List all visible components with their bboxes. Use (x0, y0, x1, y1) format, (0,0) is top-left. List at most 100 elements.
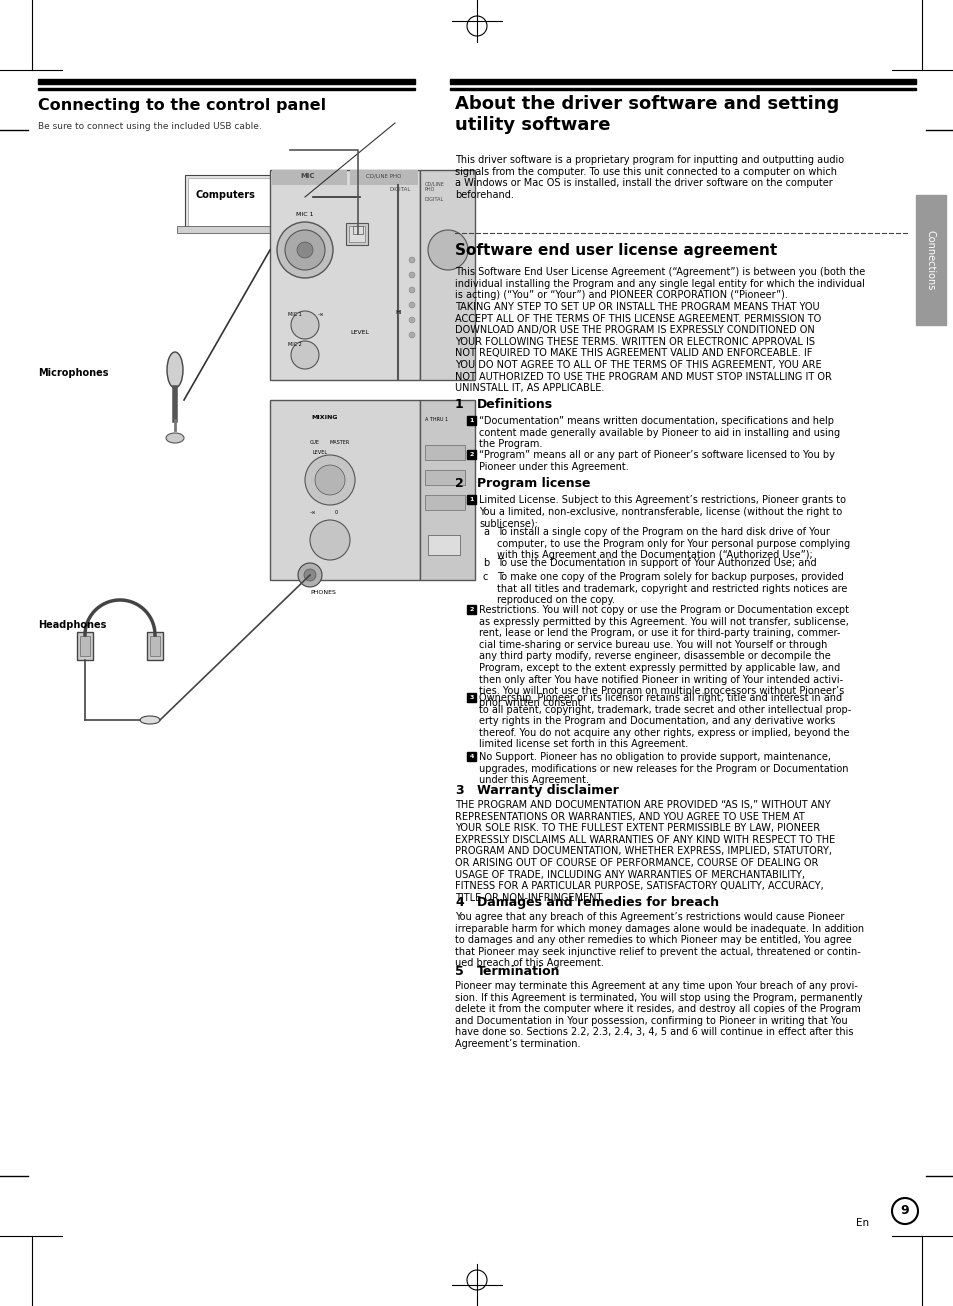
Circle shape (296, 242, 313, 259)
Text: About the driver software and setting
utility software: About the driver software and setting ut… (455, 95, 839, 133)
Text: 3: 3 (469, 695, 474, 700)
Bar (353, 226, 363, 234)
Text: Restrictions. You will not copy or use the Program or Documentation except
as ex: Restrictions. You will not copy or use t… (478, 605, 848, 708)
Bar (915, 195, 945, 325)
Circle shape (310, 520, 350, 560)
Bar (467, 417, 476, 424)
Text: Connecting to the control panel: Connecting to the control panel (38, 98, 326, 114)
Ellipse shape (140, 716, 160, 724)
Ellipse shape (167, 353, 183, 388)
Bar (419, 400, 475, 580)
Text: MIC 1: MIC 1 (296, 212, 314, 217)
Circle shape (305, 454, 355, 505)
Text: TAKING ANY STEP TO SET UP OR INSTALL THE PROGRAM MEANS THAT YOU
ACCEPT ALL OF TH: TAKING ANY STEP TO SET UP OR INSTALL THE… (455, 302, 831, 393)
Text: “Program” means all or any part of Pioneer’s software licensed to You by
Pioneer: “Program” means all or any part of Pione… (478, 451, 834, 471)
Text: MIC 2: MIC 2 (288, 342, 301, 347)
Text: DIGITAL: DIGITAL (389, 187, 410, 192)
Bar (424, 495, 464, 511)
Text: MIXING: MIXING (312, 415, 338, 421)
Text: 5: 5 (455, 965, 463, 978)
Circle shape (276, 222, 333, 278)
Text: En: En (855, 1218, 868, 1228)
Bar (467, 605, 476, 614)
Circle shape (304, 569, 315, 581)
Circle shape (409, 317, 415, 323)
Text: LEVEL: LEVEL (313, 451, 327, 454)
Bar (419, 170, 475, 380)
Bar (467, 495, 476, 504)
Text: 2: 2 (469, 452, 474, 457)
Text: Computers: Computers (194, 189, 254, 200)
Text: 3: 3 (455, 784, 463, 797)
Bar (77, 632, 92, 660)
Bar (38, 88, 415, 90)
Bar (450, 78, 915, 84)
Bar (428, 535, 459, 555)
Bar (80, 636, 90, 656)
Text: Warranty disclaimer: Warranty disclaimer (476, 784, 618, 797)
Text: You agree that any breach of this Agreement’s restrictions would cause Pioneer
i: You agree that any breach of this Agreem… (455, 912, 863, 969)
Text: 2: 2 (469, 607, 474, 613)
Text: 2: 2 (455, 477, 463, 490)
Circle shape (297, 563, 322, 586)
Text: Microphones: Microphones (38, 368, 109, 377)
Bar (147, 632, 163, 660)
Bar (467, 693, 476, 703)
Text: Connections: Connections (925, 230, 935, 290)
Circle shape (409, 257, 415, 263)
Text: To install a single copy of the Program on the hard disk drive of Your
computer,: To install a single copy of the Program … (497, 528, 849, 560)
Text: Ownership. Pioneer or its licensor retains all right, title and interest in and
: Ownership. Pioneer or its licensor retai… (478, 693, 850, 750)
Circle shape (409, 332, 415, 338)
Text: THE PROGRAM AND DOCUMENTATION ARE PROVIDED “AS IS,” WITHOUT ANY
REPRESENTATIONS : THE PROGRAM AND DOCUMENTATION ARE PROVID… (455, 801, 835, 902)
Text: b: b (482, 558, 489, 568)
Text: Termination: Termination (476, 965, 560, 978)
Circle shape (409, 302, 415, 308)
Bar (424, 445, 464, 460)
Text: 0: 0 (335, 511, 337, 515)
Circle shape (409, 287, 415, 293)
Bar (177, 226, 293, 232)
Text: LEVEL: LEVEL (350, 330, 369, 336)
Text: This driver software is a proprietary program for inputting and outputting audio: This driver software is a proprietary pr… (455, 155, 843, 200)
Text: 1: 1 (455, 398, 463, 411)
Bar (38, 78, 415, 84)
Text: CD/LINE PHO: CD/LINE PHO (366, 174, 401, 179)
Circle shape (291, 341, 318, 370)
Bar (346, 223, 368, 246)
Text: 1: 1 (469, 498, 474, 502)
Text: a: a (482, 528, 489, 537)
Text: Damages and remedies for breach: Damages and remedies for breach (476, 896, 719, 909)
Text: –∞: –∞ (310, 511, 316, 515)
Circle shape (428, 230, 468, 270)
Bar (450, 88, 915, 90)
Text: Definitions: Definitions (476, 398, 553, 411)
Text: MIC: MIC (300, 172, 314, 179)
Bar (424, 470, 464, 485)
Circle shape (291, 311, 318, 340)
Bar (188, 178, 282, 227)
Bar (349, 226, 365, 242)
Text: Software end user license agreement: Software end user license agreement (455, 243, 777, 259)
Ellipse shape (166, 434, 184, 443)
Text: Pioneer may terminate this Agreement at any time upon Your breach of any provi-
: Pioneer may terminate this Agreement at … (455, 981, 862, 1049)
Bar (185, 175, 285, 230)
Bar (270, 170, 419, 380)
Bar (303, 191, 311, 195)
Text: 4: 4 (455, 896, 463, 909)
Bar (350, 170, 417, 185)
Text: Limited License. Subject to this Agreement’s restrictions, Pioneer grants to
You: Limited License. Subject to this Agreeme… (478, 495, 845, 528)
Text: c: c (482, 572, 488, 582)
Text: –∞: –∞ (317, 312, 324, 317)
Bar (272, 170, 347, 185)
Text: 4: 4 (469, 754, 474, 759)
Text: No Support. Pioneer has no obligation to provide support, maintenance,
upgrades,: No Support. Pioneer has no obligation to… (478, 752, 847, 785)
Text: “Documentation” means written documentation, specifications and help
content mad: “Documentation” means written documentat… (478, 417, 840, 449)
Text: To use the Documentation in support of Your Authorized Use; and: To use the Documentation in support of Y… (497, 558, 816, 568)
Circle shape (409, 272, 415, 278)
Text: 1: 1 (469, 418, 474, 423)
Text: CD/LINE
PHO: CD/LINE PHO (424, 182, 444, 192)
Text: A THRU 1: A THRU 1 (424, 417, 448, 422)
Text: MASTER: MASTER (330, 440, 350, 445)
Circle shape (285, 230, 325, 270)
Text: This Software End User License Agreement (“Agreement”) is between you (both the
: This Software End User License Agreement… (455, 266, 864, 300)
